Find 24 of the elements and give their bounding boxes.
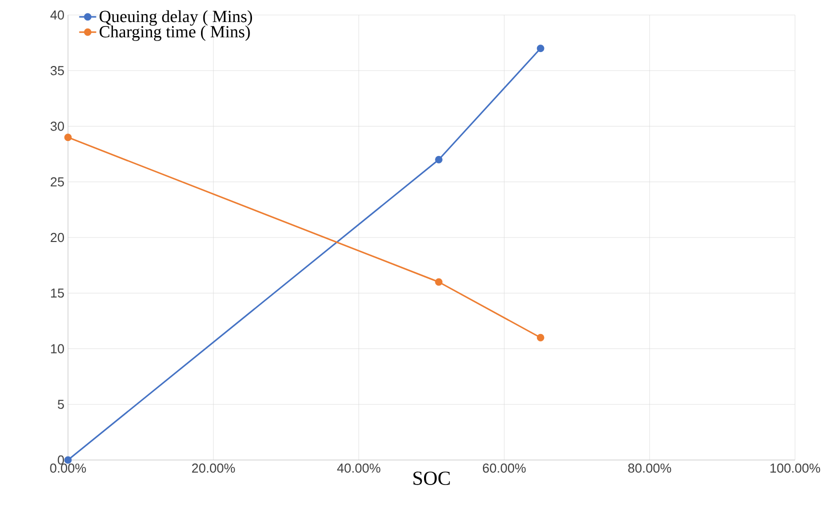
y-tick-label: 15 bbox=[51, 288, 64, 298]
y-tick-label: 0 bbox=[58, 455, 64, 465]
x-tick-label: 60.00% bbox=[482, 464, 526, 473]
point bbox=[64, 134, 72, 142]
y-tick-label: 10 bbox=[51, 344, 64, 354]
y-tick-label: 5 bbox=[58, 400, 64, 409]
x-tick-label: 20.00% bbox=[192, 464, 235, 473]
y-tick-label: 20 bbox=[50, 232, 64, 242]
x-tick-label: 0.00% bbox=[50, 464, 86, 473]
legend-label: Charging time ( Mins) bbox=[100, 26, 250, 41]
point bbox=[435, 278, 443, 286]
x-axis-title: SOC bbox=[413, 472, 450, 485]
point bbox=[64, 456, 72, 464]
y-tick-label: 35 bbox=[50, 66, 64, 76]
point bbox=[536, 334, 544, 342]
point bbox=[435, 156, 443, 164]
x-tick-label: 80.00% bbox=[628, 464, 672, 473]
legend-label: Queuing delay ( Mins) bbox=[100, 10, 252, 26]
point bbox=[536, 44, 544, 52]
y-tick-label: 30 bbox=[50, 122, 64, 131]
y-tick-label: 40 bbox=[50, 10, 64, 20]
y-tick-label: 25 bbox=[50, 177, 64, 186]
x-tick-label: 40.00% bbox=[337, 464, 380, 473]
x-tick-label: 100.00% bbox=[770, 464, 820, 473]
